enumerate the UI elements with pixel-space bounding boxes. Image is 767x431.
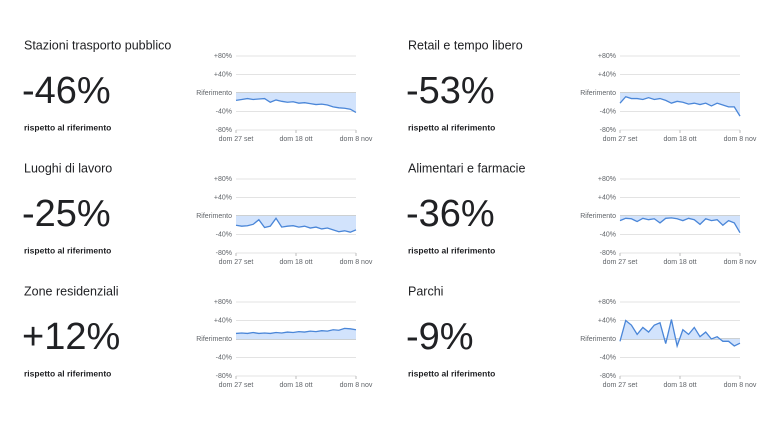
y-tick-label: +80% (214, 176, 232, 183)
x-tick-label: dom 27 set (603, 382, 638, 389)
x-tick-label: dom 8 nov (340, 259, 373, 266)
y-tick-label: +80% (598, 176, 616, 183)
y-tick-label: -40% (216, 108, 232, 115)
y-tick-label: -80% (600, 373, 616, 380)
x-tick-label: dom 8 nov (340, 136, 373, 143)
chart-title: Retail e tempo libero (408, 38, 523, 52)
y-tick-label: -40% (216, 354, 232, 361)
x-tick-label: dom 27 set (219, 136, 254, 143)
line (235, 97, 357, 113)
chart-title: Stazioni trasporto pubblico (24, 38, 171, 52)
y-tick-label: +40% (598, 194, 616, 201)
y-tick-label: Riferimento (580, 336, 616, 343)
x-tick-label: dom 27 set (219, 259, 254, 266)
chart-title: Alimentari e farmacie (408, 161, 525, 175)
x-tick-label: dom 18 ott (279, 259, 312, 266)
y-tick-label: -80% (216, 127, 232, 134)
subtitle: rispetto al riferimento (24, 245, 111, 255)
subtitle: rispetto al riferimento (408, 368, 495, 378)
headline: -53% (406, 70, 495, 112)
y-tick-label: -40% (600, 354, 616, 361)
line (619, 319, 741, 349)
y-tick-label: +40% (598, 317, 616, 324)
area (236, 93, 356, 113)
y-tick-label: Riferimento (196, 213, 232, 220)
x-tick-label: dom 8 nov (340, 382, 373, 389)
x-tick-label: dom 18 ott (663, 382, 696, 389)
headline: -46% (22, 70, 111, 112)
x-tick-label: dom 8 nov (724, 382, 757, 389)
y-tick-label: Riferimento (580, 90, 616, 97)
y-tick-label: -80% (216, 250, 232, 257)
x-tick-label: dom 18 ott (663, 259, 696, 266)
y-tick-label: -40% (600, 231, 616, 238)
y-tick-label: -40% (216, 231, 232, 238)
chart-title: Parchi (408, 284, 443, 298)
line (235, 327, 357, 335)
y-tick-label: +40% (598, 71, 616, 78)
subtitle: rispetto al riferimento (24, 122, 111, 132)
y-tick-label: +40% (214, 317, 232, 324)
headline: -25% (22, 193, 111, 235)
area (236, 328, 356, 339)
x-tick-label: dom 8 nov (724, 259, 757, 266)
x-tick-label: dom 18 ott (663, 136, 696, 143)
subtitle: rispetto al riferimento (408, 245, 495, 255)
line (619, 95, 741, 117)
y-tick-label: Riferimento (580, 213, 616, 220)
y-tick-label: +40% (214, 194, 232, 201)
x-tick-label: dom 18 ott (279, 136, 312, 143)
headline: -36% (406, 193, 495, 235)
y-tick-label: +80% (214, 299, 232, 306)
subtitle: rispetto al riferimento (24, 368, 111, 378)
x-tick-label: dom 8 nov (724, 136, 757, 143)
y-tick-label: +40% (214, 71, 232, 78)
chart-title: Zone residenziali (24, 284, 119, 298)
line (619, 217, 741, 233)
y-tick-label: Riferimento (196, 336, 232, 343)
y-tick-label: -80% (216, 373, 232, 380)
y-tick-label: -80% (600, 127, 616, 134)
x-tick-label: dom 27 set (603, 259, 638, 266)
x-tick-label: dom 27 set (219, 382, 254, 389)
x-tick-label: dom 18 ott (279, 382, 312, 389)
chart-title: Luoghi di lavoro (24, 161, 112, 175)
headline: -9% (406, 316, 474, 358)
area (620, 319, 740, 346)
area (620, 93, 740, 117)
y-tick-label: +80% (214, 53, 232, 60)
line (235, 217, 357, 233)
y-tick-label: +80% (598, 299, 616, 306)
y-tick-label: -80% (600, 250, 616, 257)
x-tick-label: dom 27 set (603, 136, 638, 143)
subtitle: rispetto al riferimento (408, 122, 495, 132)
y-tick-label: +80% (598, 53, 616, 60)
headline: +12% (22, 316, 120, 358)
y-tick-label: -40% (600, 108, 616, 115)
y-tick-label: Riferimento (196, 90, 232, 97)
